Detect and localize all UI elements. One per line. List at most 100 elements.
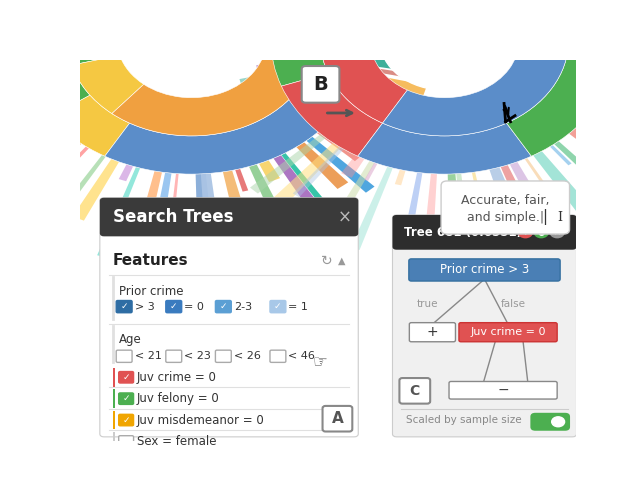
Wedge shape — [263, 143, 341, 215]
Text: Juv misdemeanor = 0: Juv misdemeanor = 0 — [137, 414, 265, 427]
Wedge shape — [204, 49, 271, 56]
Wedge shape — [507, 0, 618, 41]
Wedge shape — [273, 155, 327, 219]
Wedge shape — [112, 41, 316, 136]
Wedge shape — [250, 83, 281, 94]
Text: > 3: > 3 — [134, 302, 154, 311]
Text: false: false — [500, 299, 525, 309]
Wedge shape — [525, 158, 545, 184]
FancyBboxPatch shape — [270, 301, 286, 313]
Wedge shape — [569, 127, 629, 171]
Wedge shape — [578, 121, 618, 147]
Text: = 1: = 1 — [289, 302, 308, 311]
Wedge shape — [331, 116, 346, 126]
Wedge shape — [256, 121, 310, 155]
FancyBboxPatch shape — [113, 389, 115, 408]
Circle shape — [518, 227, 532, 238]
Wedge shape — [616, 18, 640, 28]
Wedge shape — [0, 128, 68, 194]
FancyBboxPatch shape — [216, 350, 231, 363]
Wedge shape — [42, 146, 89, 193]
Wedge shape — [72, 55, 144, 114]
Wedge shape — [350, 90, 420, 117]
Wedge shape — [341, 105, 365, 118]
Text: Juv crime = 0: Juv crime = 0 — [470, 327, 546, 337]
Text: ✓: ✓ — [274, 302, 282, 311]
FancyBboxPatch shape — [118, 372, 134, 383]
Wedge shape — [0, 83, 29, 119]
Wedge shape — [50, 135, 72, 153]
Wedge shape — [341, 155, 364, 178]
Text: ♥: ♥ — [522, 228, 529, 237]
Wedge shape — [357, 72, 427, 96]
FancyBboxPatch shape — [118, 414, 134, 426]
Wedge shape — [362, 57, 468, 79]
Wedge shape — [0, 58, 20, 75]
Wedge shape — [470, 0, 568, 41]
Wedge shape — [344, 161, 375, 203]
Wedge shape — [612, 0, 640, 10]
FancyBboxPatch shape — [399, 378, 430, 404]
FancyBboxPatch shape — [116, 350, 132, 363]
Wedge shape — [351, 167, 393, 250]
Wedge shape — [533, 151, 602, 227]
Wedge shape — [307, 137, 374, 192]
FancyBboxPatch shape — [459, 323, 557, 342]
Text: ☞: ☞ — [312, 353, 327, 371]
Wedge shape — [49, 95, 129, 156]
Wedge shape — [105, 41, 365, 174]
Wedge shape — [614, 67, 640, 91]
Wedge shape — [599, 95, 640, 120]
Wedge shape — [0, 72, 24, 91]
Wedge shape — [72, 0, 144, 26]
Wedge shape — [215, 103, 292, 137]
Wedge shape — [365, 28, 381, 32]
Wedge shape — [362, 10, 375, 19]
Text: Accurate, fair,: Accurate, fair, — [461, 193, 550, 206]
FancyBboxPatch shape — [301, 66, 339, 103]
FancyBboxPatch shape — [113, 411, 115, 430]
Wedge shape — [26, 111, 46, 122]
FancyBboxPatch shape — [449, 381, 557, 399]
Wedge shape — [358, 123, 531, 174]
Wedge shape — [292, 147, 344, 197]
Wedge shape — [448, 174, 460, 229]
Text: < 26: < 26 — [234, 351, 260, 361]
Wedge shape — [282, 73, 383, 156]
Circle shape — [534, 227, 548, 238]
FancyBboxPatch shape — [410, 323, 456, 342]
Text: ✓: ✓ — [122, 416, 130, 425]
FancyBboxPatch shape — [80, 258, 576, 304]
Wedge shape — [609, 79, 640, 111]
Wedge shape — [133, 171, 162, 248]
Text: ✓: ✓ — [122, 373, 130, 382]
Wedge shape — [119, 164, 133, 181]
Wedge shape — [251, 0, 278, 5]
Wedge shape — [249, 1, 276, 13]
Wedge shape — [196, 174, 215, 262]
Text: +: + — [427, 325, 438, 339]
Wedge shape — [225, 31, 271, 38]
Wedge shape — [510, 162, 552, 224]
Wedge shape — [0, 0, 24, 10]
Text: |: | — [542, 209, 547, 225]
Wedge shape — [271, 0, 328, 86]
Wedge shape — [254, 90, 287, 107]
Wedge shape — [554, 141, 608, 189]
Wedge shape — [364, 163, 378, 181]
Wedge shape — [317, 130, 360, 161]
Wedge shape — [616, 57, 640, 63]
Wedge shape — [587, 113, 640, 165]
Text: ↻: ↻ — [321, 254, 333, 268]
Wedge shape — [604, 85, 640, 106]
Wedge shape — [281, 153, 340, 222]
FancyBboxPatch shape — [118, 393, 134, 404]
Text: and simple.|: and simple.| — [467, 211, 544, 224]
Text: ×: × — [554, 228, 561, 237]
Text: ✓: ✓ — [122, 394, 130, 403]
FancyBboxPatch shape — [531, 413, 570, 431]
Wedge shape — [55, 155, 106, 218]
Wedge shape — [0, 39, 18, 48]
Wedge shape — [0, 91, 32, 128]
Circle shape — [380, 0, 509, 90]
